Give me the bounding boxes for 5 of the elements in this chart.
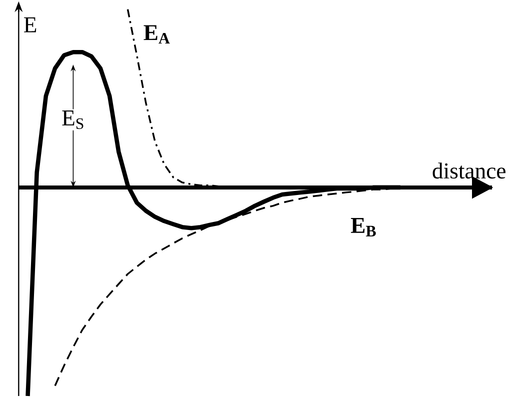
series-label: E$_{B}$	[350, 218, 376, 236]
x-axis-title: distance	[432, 162, 506, 179]
y-axis-title: E	[24, 17, 36, 32]
annotation: E$_{S}$	[62, 110, 84, 129]
series-label: E$_{A}$	[144, 25, 170, 44]
